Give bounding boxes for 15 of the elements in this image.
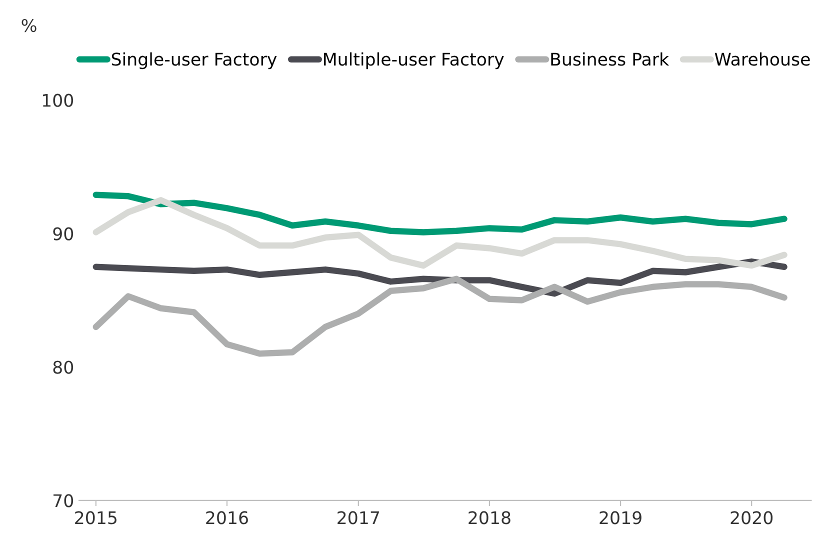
x-tick-label: 2017 [338, 511, 380, 524]
x-tick-label: 2020 [730, 511, 773, 524]
x-tick-label: 2018 [468, 511, 510, 524]
x-tick-label: 2015 [75, 511, 116, 524]
x-tick-label: 2019 [600, 511, 642, 524]
legend-label: Business Park [551, 52, 670, 66]
legend-label: Single-user Factory [112, 52, 277, 70]
y-tick-label: 90 [53, 227, 74, 240]
legend-label: Multiple-user Factory [324, 52, 504, 70]
x-tick-label: 2016 [206, 511, 248, 524]
legend-label: Warehouse [714, 52, 810, 66]
y-tick-label: 70 [54, 494, 74, 508]
y-axis-title: % [22, 18, 36, 32]
y-tick-label: 80 [53, 360, 74, 374]
y-tick-label: 100 [42, 94, 74, 107]
